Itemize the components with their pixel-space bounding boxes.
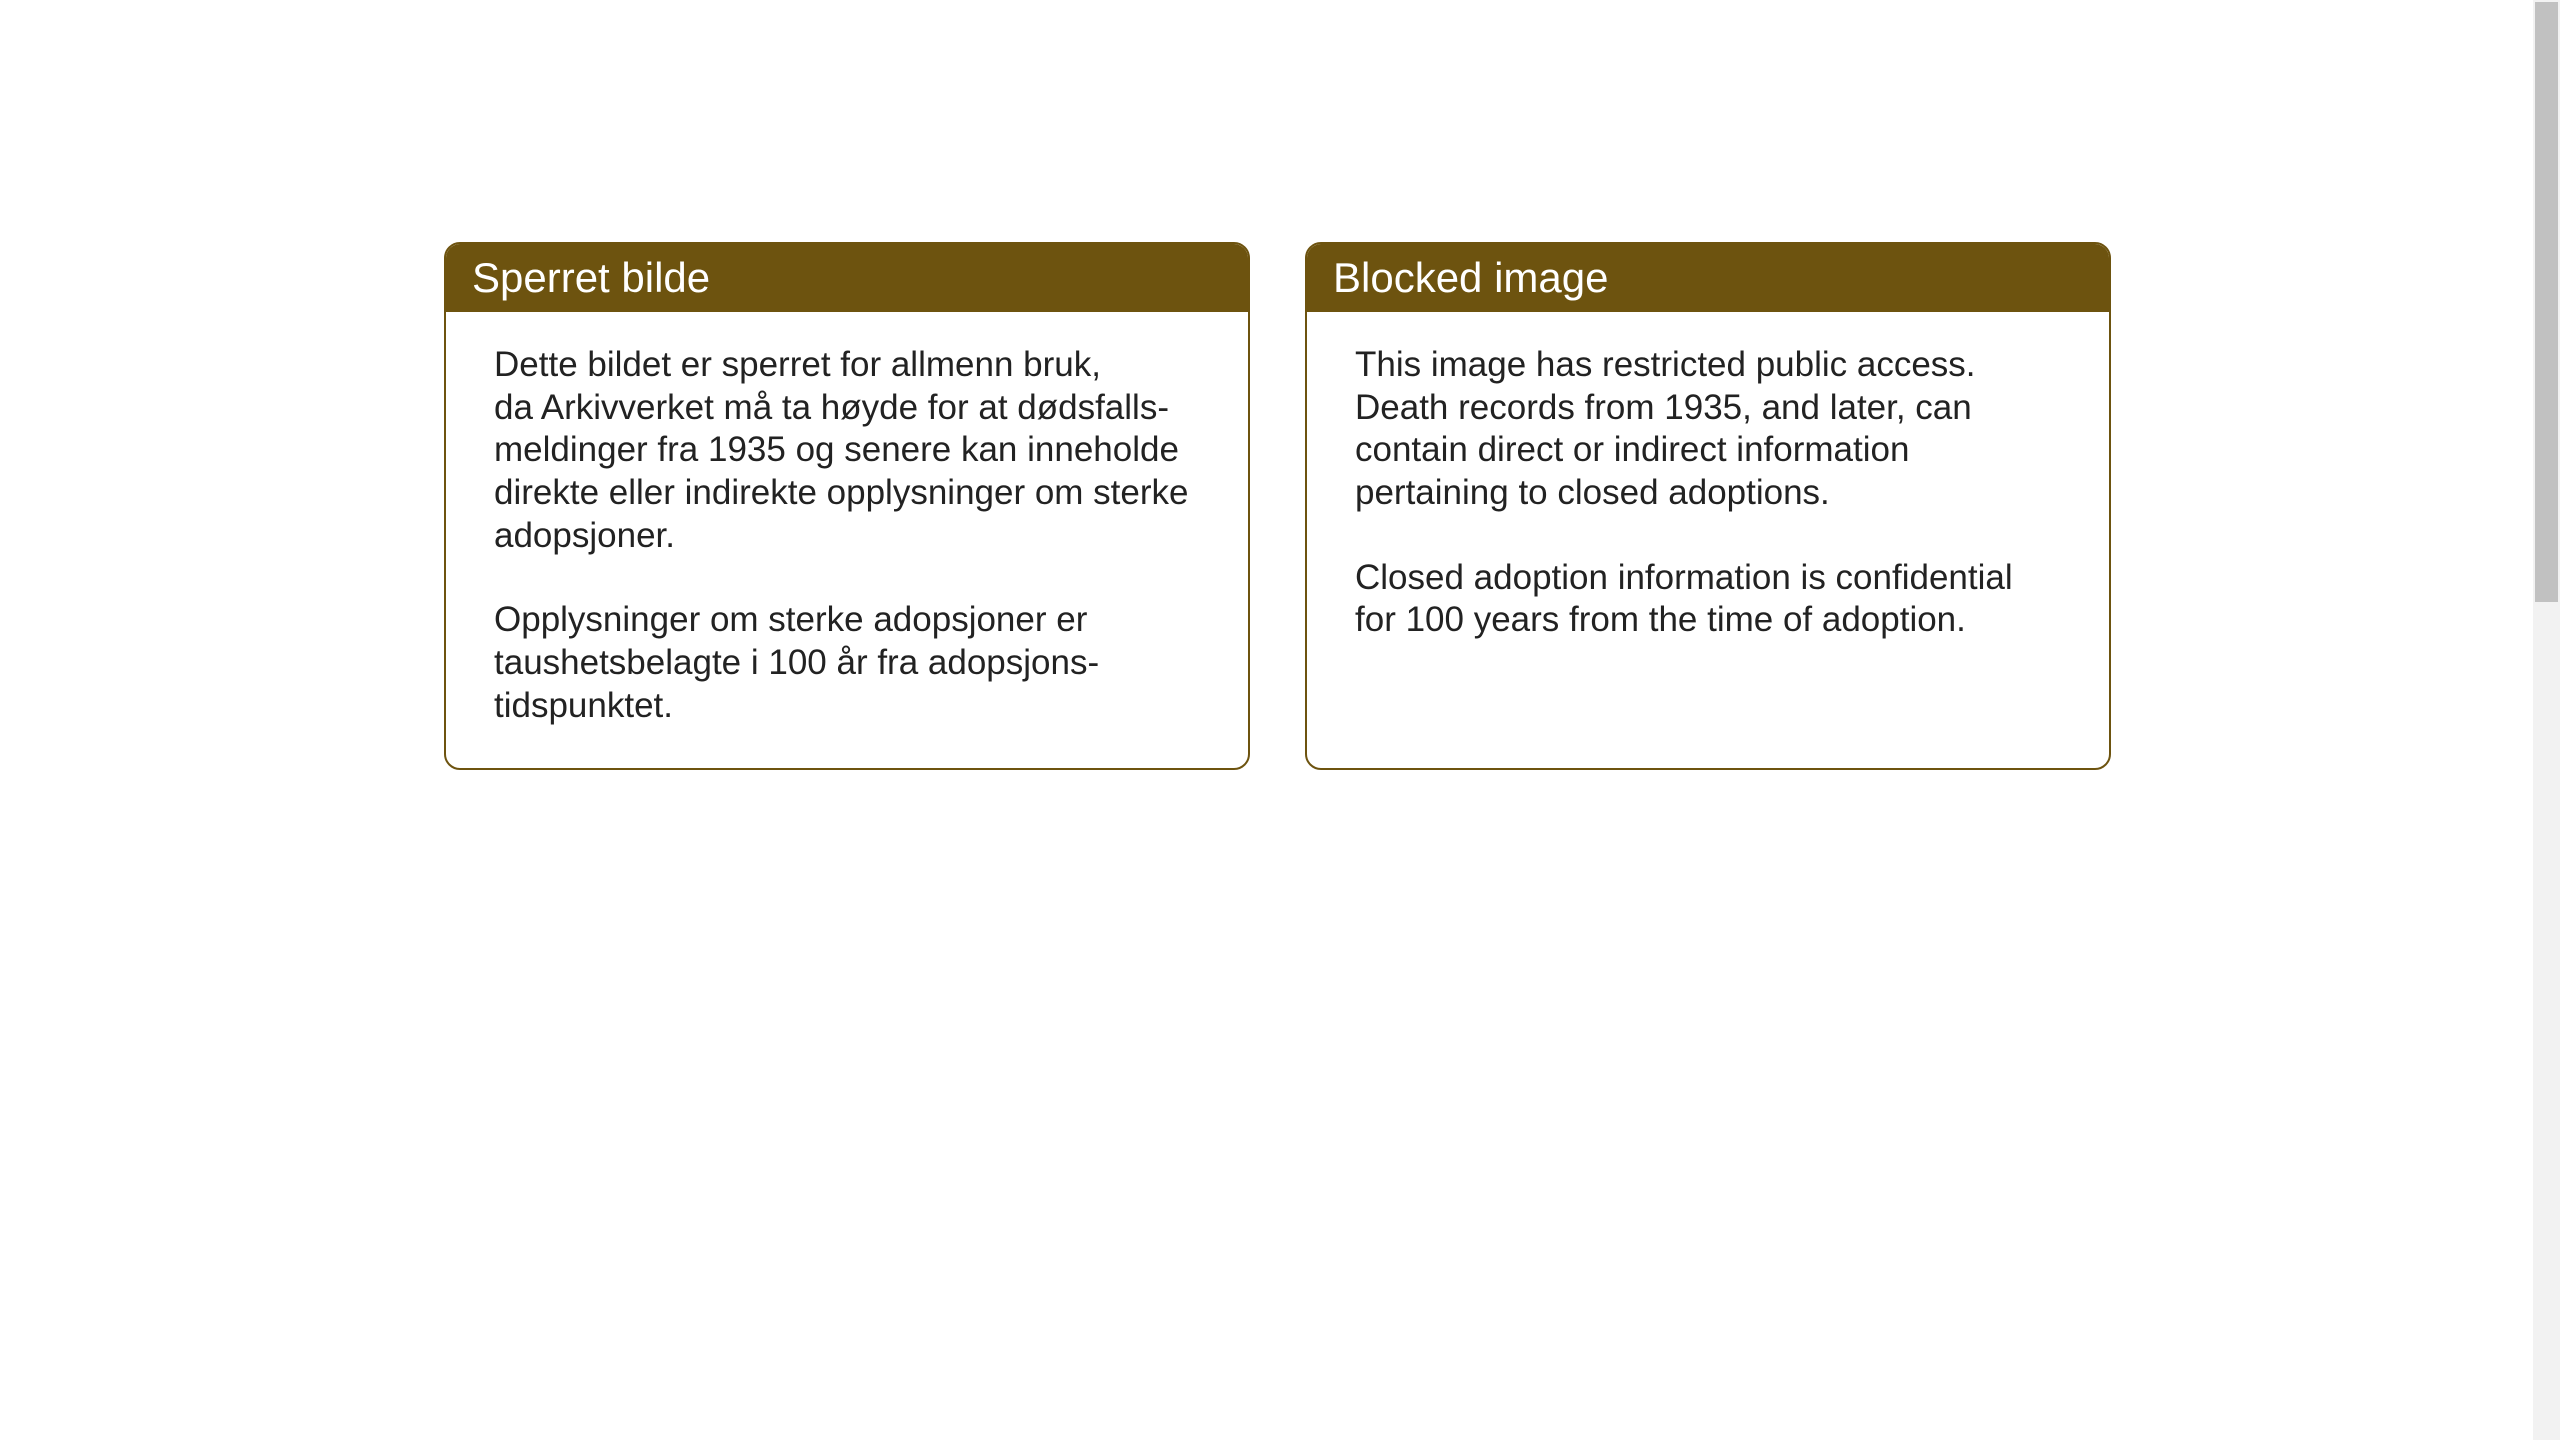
notice-card-english: Blocked image This image has restricted …: [1305, 242, 2111, 770]
notice-header-english: Blocked image: [1307, 244, 2109, 312]
notice-card-norwegian: Sperret bilde Dette bildet er sperret fo…: [444, 242, 1250, 770]
notice-container: Sperret bilde Dette bildet er sperret fo…: [444, 242, 2111, 770]
notice-header-norwegian: Sperret bilde: [446, 244, 1248, 312]
notice-title-english: Blocked image: [1333, 254, 1608, 301]
notice-body-english: This image has restricted public access.…: [1307, 312, 2109, 682]
notice-paragraph2-norwegian: Opplysninger om sterke adopsjoner er tau…: [494, 599, 1200, 727]
scrollbar-track[interactable]: [2533, 0, 2560, 1440]
notice-paragraph1-norwegian: Dette bildet er sperret for allmenn bruk…: [494, 344, 1200, 557]
notice-body-norwegian: Dette bildet er sperret for allmenn bruk…: [446, 312, 1248, 768]
notice-paragraph2-english: Closed adoption information is confident…: [1355, 557, 2061, 642]
scrollbar-thumb[interactable]: [2535, 2, 2558, 602]
notice-paragraph1-english: This image has restricted public access.…: [1355, 344, 2061, 515]
notice-title-norwegian: Sperret bilde: [472, 254, 710, 301]
